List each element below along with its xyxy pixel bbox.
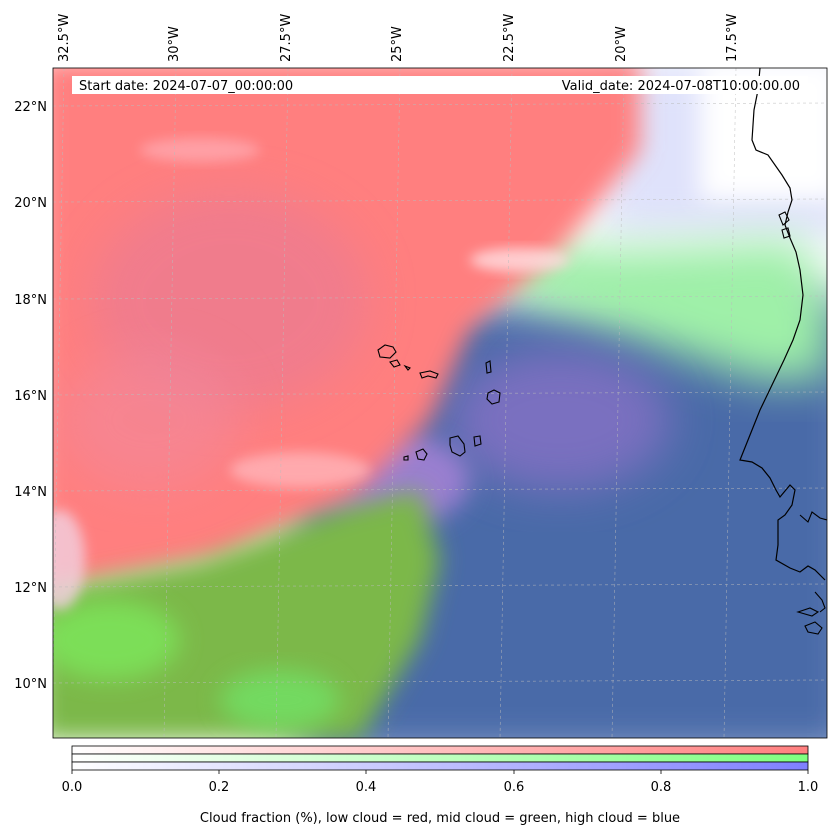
lat-tick-label: 10°N [14,677,47,692]
latitude-tick-labels: 22°N 20°N 18°N 16°N 14°N 12°N 10°N [14,100,47,692]
colorbar-tick-label: 0.8 [651,780,672,795]
coast-detail-guinea [799,511,827,523]
lat-tick-label: 12°N [14,581,47,596]
colorbar-tick-label: 0.4 [356,780,377,795]
colorbar-tick-label: 1.0 [798,780,819,795]
cape-verde-islands [377,344,501,461]
lon-tick-label: 32.5°W [57,14,72,62]
lat-tick-label: 22°N [14,100,47,115]
lat-tick-label: 20°N [14,196,47,211]
lat-tick-label: 14°N [14,485,47,500]
colorbar: 0.0 0.2 0.4 0.6 0.8 1.0 Cloud fraction (… [62,745,819,826]
colorbar-caption: Cloud fraction (%), low cloud = red, mid… [200,811,680,826]
start-date-text: Start date: 2024-07-07_00:00:00 [79,79,293,94]
colorbar-tick-label: 0.6 [504,780,525,795]
mid-cloud-region-southwest [53,490,440,738]
coastline-west-africa [739,68,826,581]
colorbar-low [71,745,809,755]
lon-tick-label: 17.5°W [725,14,740,62]
mid-cloud-band-northeast [480,240,827,380]
lon-tick-label: 27.5°W [279,14,294,62]
colorbar-tick-label: 0.2 [209,780,230,795]
colorbar-high [71,761,809,771]
gridlines [53,68,827,738]
colorbar-mid [71,753,809,763]
lon-tick-label: 25°W [390,26,405,62]
lat-tick-label: 18°N [14,293,47,308]
map-panel: Start date: 2024-07-07_00:00:00 Valid_da… [14,14,828,739]
lon-tick-label: 30°W [167,26,182,62]
lon-tick-label: 20°W [614,26,629,62]
lat-tick-label: 16°N [14,389,47,404]
date-info-box: Start date: 2024-07-07_00:00:00 Valid_da… [72,76,808,94]
cloud-field [53,68,827,738]
longitude-tick-labels: 32.5°W 30°W 27.5°W 25°W 22.5°W 20°W 17.5… [57,14,740,62]
valid-date-text: Valid_date: 2024-07-08T10:00:00.00 [562,79,800,94]
map-frame [52,67,828,739]
lon-tick-label: 22.5°W [502,14,517,62]
colorbar-tick-label: 0.0 [62,780,83,795]
